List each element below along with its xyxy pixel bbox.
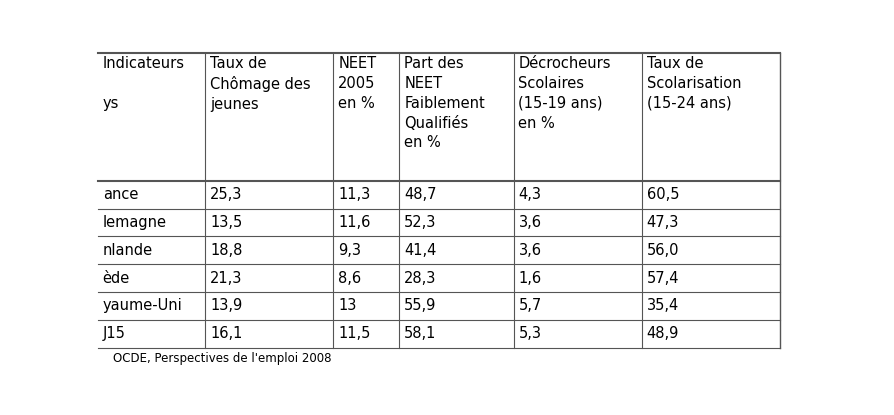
Text: 25,3: 25,3 [210,187,242,202]
Text: 3,6: 3,6 [519,215,542,230]
Text: 58,1: 58,1 [404,326,436,341]
Text: ance: ance [103,187,138,202]
Text: Taux de
Chômage des
jeunes: Taux de Chômage des jeunes [210,56,311,112]
Text: Part des
NEET
Faiblement
Qualifiés
en %: Part des NEET Faiblement Qualifiés en % [404,56,485,150]
Text: 47,3: 47,3 [646,215,679,230]
Text: lemagne: lemagne [103,215,167,230]
Text: 60,5: 60,5 [646,187,679,202]
Text: 35,4: 35,4 [646,298,679,313]
Text: 1,6: 1,6 [519,271,542,286]
Text: OCDE, Perspectives de l'emploi 2008: OCDE, Perspectives de l'emploi 2008 [98,352,332,366]
Text: 9,3: 9,3 [338,243,361,258]
Text: nlande: nlande [103,243,153,258]
Text: 5,3: 5,3 [519,326,542,341]
Text: 13,5: 13,5 [210,215,242,230]
Text: 4,3: 4,3 [519,187,542,202]
Text: 28,3: 28,3 [404,271,436,286]
Text: 41,4: 41,4 [404,243,436,258]
Text: 13: 13 [338,298,357,313]
Text: Indicateurs

ys: Indicateurs ys [103,56,185,111]
Text: 3,6: 3,6 [519,243,542,258]
Text: 55,9: 55,9 [404,298,436,313]
Text: NEET
2005
en %: NEET 2005 en % [338,56,376,111]
Text: 57,4: 57,4 [646,271,679,286]
Text: Décrocheurs
Scolaires
(15-19 ans)
en %: Décrocheurs Scolaires (15-19 ans) en % [519,56,611,131]
Text: 18,8: 18,8 [210,243,242,258]
Text: 11,5: 11,5 [338,326,371,341]
Text: 11,3: 11,3 [338,187,370,202]
Text: 21,3: 21,3 [210,271,242,286]
Text: 48,9: 48,9 [646,326,679,341]
Text: 48,7: 48,7 [404,187,436,202]
Text: yaume-Uni: yaume-Uni [103,298,182,313]
Text: Taux de
Scolarisation
(15-24 ans): Taux de Scolarisation (15-24 ans) [646,56,741,111]
Text: 52,3: 52,3 [404,215,436,230]
Text: 11,6: 11,6 [338,215,371,230]
Text: ède: ède [103,271,130,286]
Text: 13,9: 13,9 [210,298,242,313]
Text: J15: J15 [103,326,126,341]
Text: 5,7: 5,7 [519,298,542,313]
Text: 56,0: 56,0 [646,243,679,258]
Text: 8,6: 8,6 [338,271,361,286]
Text: 16,1: 16,1 [210,326,242,341]
